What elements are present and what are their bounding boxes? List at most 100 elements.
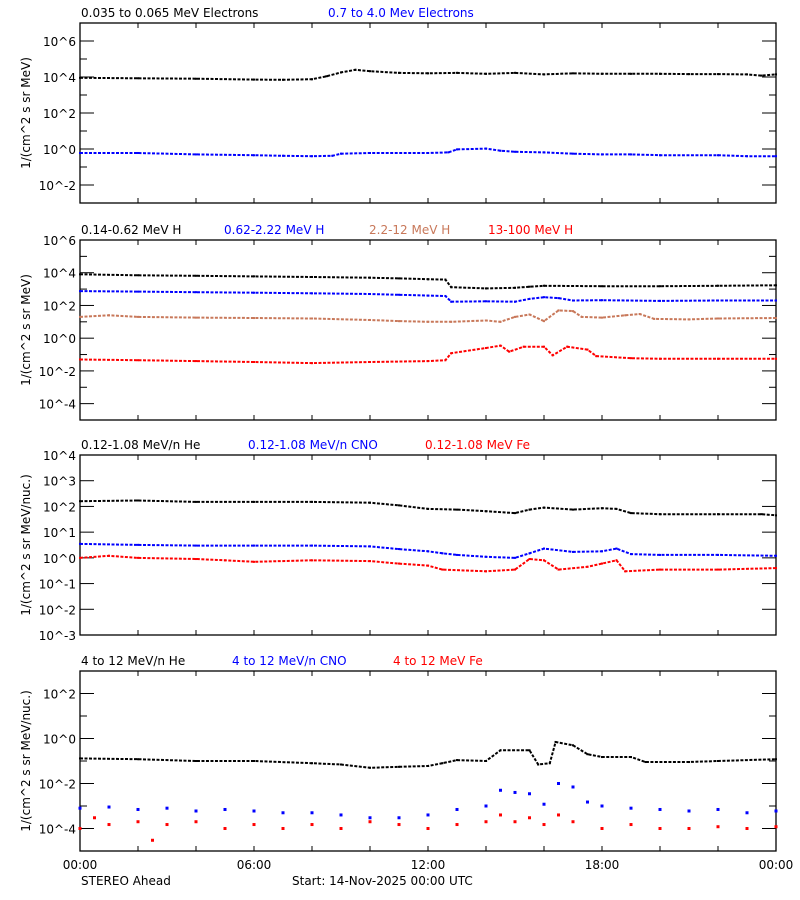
data-point [630,153,632,156]
data-point [485,287,487,290]
data-point [427,564,429,567]
data-point [368,820,372,824]
data-point [543,345,545,348]
data-point [485,347,487,350]
data-point [427,764,429,767]
y-axis-label: 1/(cm^2 s sr MeV/nuc.) [19,474,33,616]
data-point [572,744,574,747]
data-point [195,316,197,319]
series-line [79,740,777,769]
data-point [601,550,603,553]
data-point [615,547,618,550]
data-point [450,320,453,323]
y-tick-label: 10^2 [43,688,76,702]
data-point [601,72,603,75]
data-point [253,275,255,278]
data-point [340,152,342,155]
data-point [137,315,139,318]
data-point [311,544,313,547]
data-point [136,807,140,811]
data-point [447,151,450,154]
data-point [456,553,458,556]
data-point [775,554,777,557]
data-point [659,513,661,516]
data-point [658,827,662,830]
data-point [514,556,516,559]
data-point [253,317,255,320]
data-point [108,314,110,317]
data-point [253,361,255,364]
data-point [528,297,531,300]
data-point [195,500,197,503]
data-point [78,827,82,830]
data-point [252,809,256,813]
data-point [397,823,401,827]
data-point [311,500,313,503]
data-point [774,809,778,813]
data-point [79,315,81,318]
data-point [369,293,371,296]
data-point [644,761,647,764]
data-point [165,806,169,810]
data-point [79,290,81,293]
series-line [79,309,777,323]
data-point [775,567,777,570]
data-point [253,560,255,563]
data-point [653,317,656,320]
data-point [601,507,603,510]
data-point [79,358,81,361]
data-point [688,318,690,321]
y-axis-label: 1/(cm^2 s sr MeV) [19,274,33,386]
data-point [717,357,719,360]
data-point [571,785,575,789]
series [79,273,777,290]
series-line [79,290,776,303]
data-point [79,542,81,545]
data-point [195,291,197,294]
data-point [369,545,371,548]
data-point [339,827,343,830]
data-point [659,553,661,556]
data-point [456,71,458,74]
x-tick-label: 18:00 [585,858,620,872]
data-point [137,758,139,761]
data-point [427,320,429,323]
y-tick-label: 10^-3 [39,629,76,643]
data-point [658,807,662,811]
panel-1: 10^6 10^4 10^2 10^0 10^-2 1/(cm^2 s sr MeV) 0.… [19,6,777,204]
data-point [499,813,502,817]
data-point [586,348,589,351]
data-point [398,504,400,507]
data-point [601,153,603,156]
series [79,554,777,573]
data-point [137,359,139,362]
legend-entry: 0.12-1.08 MeV/n CNO [248,438,378,452]
data-point [775,299,777,302]
data-point [223,807,227,811]
data-point [441,762,444,765]
data-point [522,345,525,348]
legend-entry: 13-100 MeV H [488,223,573,237]
data-point [484,804,488,808]
data-point [717,760,719,762]
data-point [572,152,574,155]
panel-4: 10^2 10^0 10^-2 10^-4 1/(cm^2 s sr MeV/nuc.)… [19,654,778,852]
data-point [427,72,429,75]
data-point [444,294,447,297]
data-point [194,820,198,824]
data-point [427,550,429,553]
data-point [311,362,313,365]
data-point [398,765,400,768]
data-point [586,753,589,756]
data-point [630,756,632,759]
data-point [311,78,313,81]
data-point [746,73,748,76]
data-point [566,345,569,348]
data-point [137,290,139,293]
data-point [746,155,748,158]
data-point [775,758,777,761]
data-point [426,813,430,817]
data-point [369,361,371,364]
data-point [528,816,531,820]
y-tick-label: 10^-1 [39,578,76,592]
